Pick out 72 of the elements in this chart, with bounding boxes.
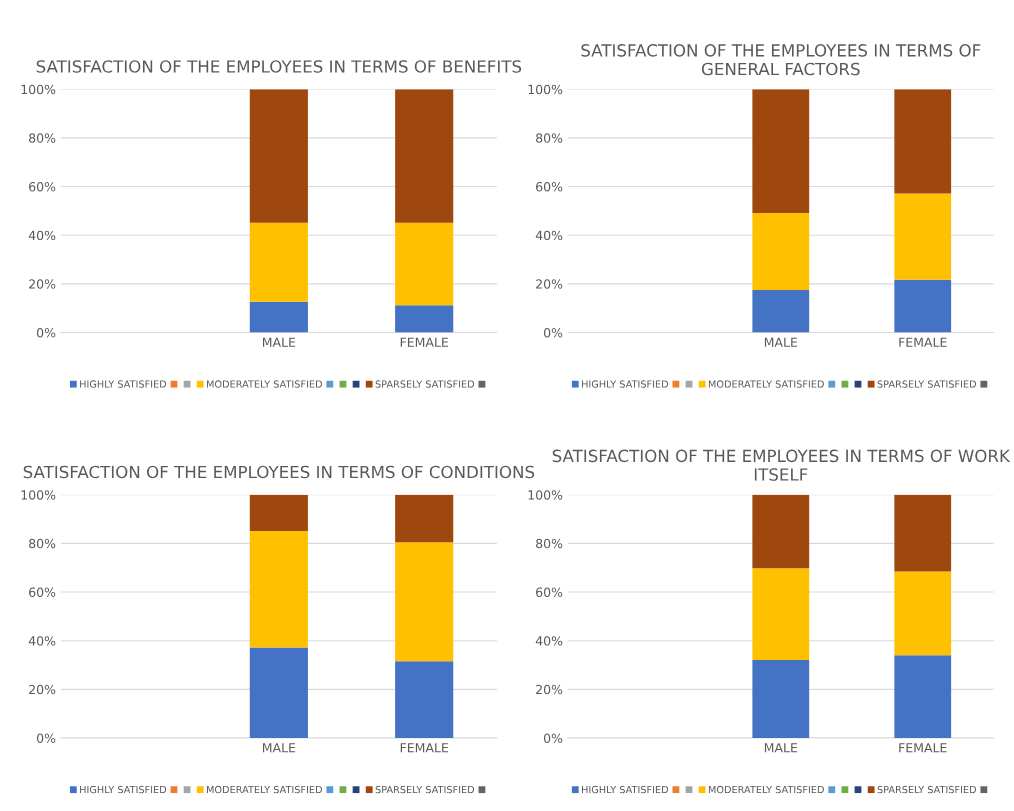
chart-title: SATISFACTION OF THE EMPLOYEES IN TERMS OF GENERAL FACTORS	[581, 44, 981, 76]
y-tick-label: 20%	[29, 279, 56, 289]
y-tick-label: 100%	[21, 84, 56, 95]
x-tick-label: FEMALE	[400, 743, 449, 753]
y-tick-label: 80%	[536, 133, 563, 143]
chart-title: SATISFACTION OF THE EMPLOYEES IN TERMS OF CONDITIONS	[23, 465, 535, 479]
y-tick-label: 0%	[543, 733, 563, 743]
chart-title: SATISFACTION OF THE EMPLOYEES IN TERMS OF WORK ITSELF	[552, 449, 1011, 481]
bar	[249, 647, 308, 739]
bar	[249, 494, 308, 531]
y-tick-label: 20%	[536, 684, 563, 695]
y-tick-label: 80%	[29, 538, 56, 549]
x-tick-label: MALE	[262, 743, 296, 753]
bar	[752, 568, 810, 660]
bar	[894, 571, 952, 656]
x-tick-label: FEMALE	[899, 337, 947, 347]
bar	[894, 89, 952, 194]
chart-title: SATISFACTION OF THE EMPLOYEES IN TERMS OF BENEFITS	[36, 60, 522, 73]
bar	[395, 305, 454, 333]
y-tick-label: 40%	[28, 636, 56, 646]
y-tick-label: 0%	[543, 327, 563, 338]
bar	[395, 222, 454, 306]
legend-label: MODERATELY SATISFIED	[207, 785, 322, 794]
y-tick-label: 80%	[536, 538, 563, 549]
bar	[395, 661, 454, 739]
legend-label: HIGHLY SATISFIED	[80, 380, 167, 388]
x-tick-label: MALE	[764, 337, 798, 347]
bar	[752, 213, 810, 290]
bar	[894, 655, 952, 739]
legend-label: HIGHLY SATISFIED	[80, 785, 167, 794]
bar	[894, 494, 952, 572]
x-tick-label: FEMALE	[400, 337, 449, 347]
x-tick-label: FEMALE	[899, 743, 947, 753]
bar	[752, 494, 810, 569]
bar	[752, 89, 810, 214]
bar	[395, 542, 454, 662]
bar	[894, 279, 952, 333]
bar	[249, 89, 308, 223]
y-tick-label: 60%	[29, 182, 56, 192]
bar	[752, 289, 810, 333]
y-tick-label: 20%	[29, 684, 56, 695]
y-tick-label: 0%	[36, 733, 56, 743]
bar	[894, 193, 952, 280]
y-tick-label: 20%	[536, 279, 563, 289]
bar	[249, 530, 308, 648]
legend-label: HIGHLY SATISFIED	[582, 380, 669, 388]
y-tick-label: 100%	[528, 84, 563, 95]
bar	[249, 222, 308, 302]
bar	[395, 494, 454, 543]
y-tick-label: 40%	[535, 230, 563, 241]
bar	[752, 659, 810, 739]
legend-label: MODERATELY SATISFIED	[708, 785, 824, 794]
y-tick-label: 100%	[21, 490, 56, 500]
legend-label: SPARSELY SATISFIED	[375, 785, 475, 794]
y-tick-label: 40%	[28, 230, 56, 241]
y-tick-label: 60%	[29, 587, 56, 597]
legend-label: MODERATELY SATISFIED	[207, 380, 322, 388]
bar	[249, 301, 308, 333]
y-tick-label: 60%	[536, 587, 563, 597]
x-tick-label: MALE	[262, 337, 296, 347]
y-tick-label: 80%	[29, 133, 56, 143]
bar	[395, 89, 454, 223]
legend-label: SPARSELY SATISFIED	[375, 380, 475, 388]
legend-label: HIGHLY SATISFIED	[582, 785, 669, 794]
y-tick-label: 100%	[528, 490, 563, 500]
legend-label: SPARSELY SATISFIED	[877, 785, 976, 794]
legend-label: MODERATELY SATISFIED	[708, 380, 824, 388]
y-tick-label: 40%	[535, 636, 563, 646]
legend-label: SPARSELY SATISFIED	[877, 380, 976, 388]
x-tick-label: MALE	[764, 743, 798, 753]
y-tick-label: 0%	[36, 327, 56, 338]
y-tick-label: 60%	[536, 182, 563, 192]
